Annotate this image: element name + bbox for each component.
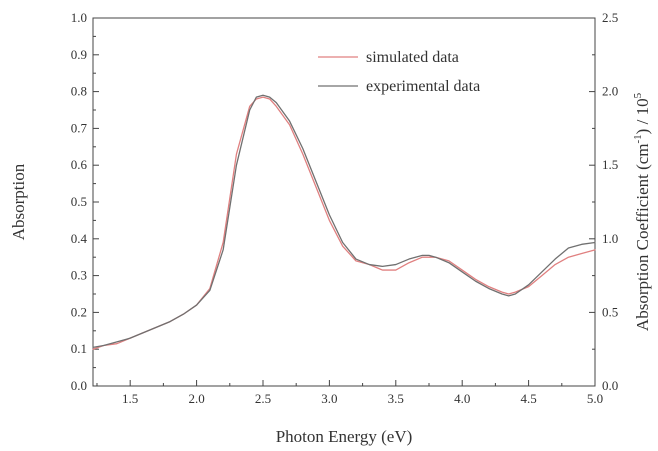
y-right-title-exp2: 5 xyxy=(632,92,644,98)
legend-label-experimental: experimental data xyxy=(366,78,480,95)
y-axis-title: Absorption xyxy=(9,163,28,240)
series-layer xyxy=(92,94,596,350)
x-axis-ticks: 1.5 2.0 2.5 3.0 3.5 4.0 4.5 5.0 xyxy=(96,380,603,406)
y-axis-ticks: 0.0 0.1 0.2 0.3 0.4 0.5 0.6 0.7 0.8 0.9 1.0 xyxy=(71,10,99,393)
x-tick-label: 4.5 xyxy=(520,391,536,406)
series-line-experimental xyxy=(92,94,596,349)
y-right-tick-label: 0.5 xyxy=(602,304,618,319)
y-right-title-prefix: Absorption Coefficient (cm xyxy=(633,143,652,331)
y-tick-label: 0.2 xyxy=(71,304,87,319)
y-tick-label: 0.8 xyxy=(71,84,87,99)
x-tick-label: 1.5 xyxy=(122,391,138,406)
y-right-tick-label: 2.0 xyxy=(602,84,618,99)
y-right-axis-ticks: 0.0 0.5 1.0 1.5 2.0 2.5 xyxy=(589,10,618,393)
y-tick-label: 1.0 xyxy=(71,10,87,25)
x-tick-label: 2.5 xyxy=(255,391,271,406)
y-tick-label: 0.5 xyxy=(71,194,87,209)
x-tick-label: 5.0 xyxy=(587,391,603,406)
y-tick-label: 0.6 xyxy=(71,157,88,172)
series-line-simulated xyxy=(92,96,596,350)
y-right-tick-label: 1.0 xyxy=(602,231,618,246)
y-tick-label: 0.7 xyxy=(71,120,88,135)
y-tick-label: 0.4 xyxy=(71,231,88,246)
y-right-title-mid: ) / 10 xyxy=(633,98,652,134)
legend: simulated data experimental data xyxy=(318,49,480,95)
x-tick-label: 4.0 xyxy=(454,391,470,406)
y-tick-label: 0.3 xyxy=(71,268,87,283)
y-right-axis-title: Absorption Coefficient (cm-1) / 105 xyxy=(632,92,652,331)
legend-label-simulated: simulated data xyxy=(366,49,459,66)
y-right-title-exp1: -1 xyxy=(632,134,644,143)
y-tick-label: 0.0 xyxy=(71,378,87,393)
y-right-tick-label: 0.0 xyxy=(602,378,618,393)
y-tick-label: 0.9 xyxy=(71,47,87,62)
y-right-tick-label: 1.5 xyxy=(602,157,618,172)
x-tick-label: 2.0 xyxy=(188,391,204,406)
y-tick-label: 0.1 xyxy=(71,341,87,356)
x-tick-label: 3.0 xyxy=(321,391,337,406)
x-tick-label: 3.5 xyxy=(388,391,404,406)
plot-frame xyxy=(92,17,596,387)
x-axis-title: Photon Energy (eV) xyxy=(276,427,413,446)
y-right-tick-label: 2.5 xyxy=(602,10,618,25)
